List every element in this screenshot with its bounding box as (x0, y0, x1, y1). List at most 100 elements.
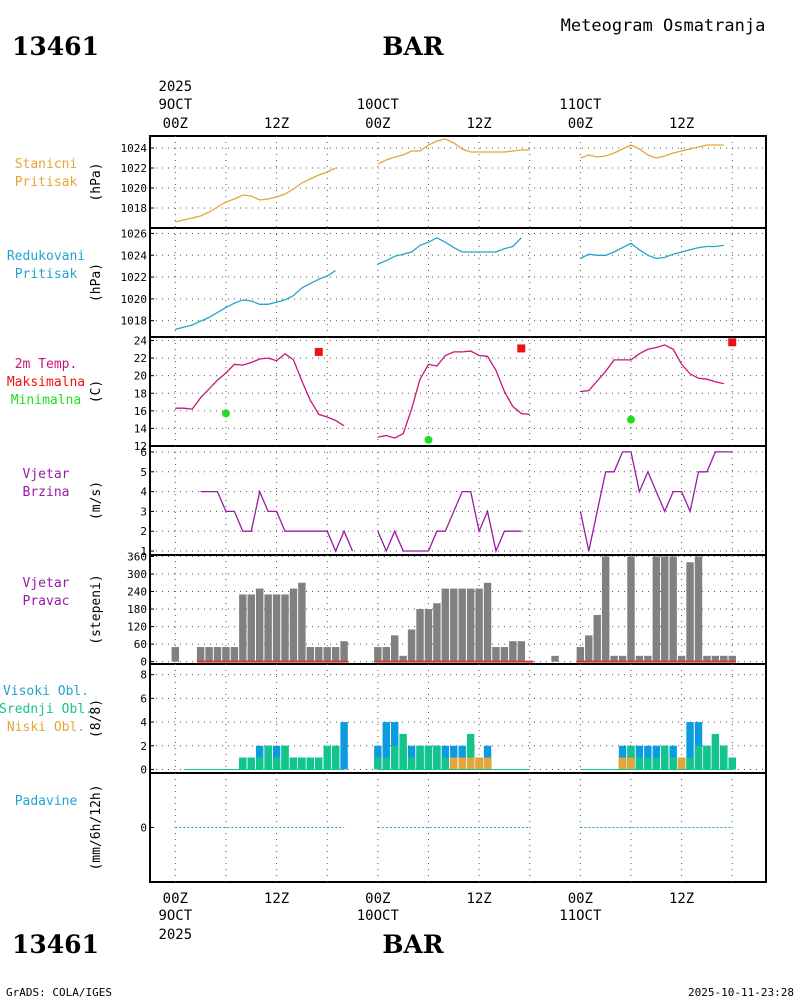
wind-direction-bar (703, 655, 711, 662)
wind-direction-bar (399, 655, 407, 662)
series-line-reduced_pressure (175, 269, 336, 331)
cloud-mid-bar (289, 757, 298, 770)
panel-label: Vjetar (23, 576, 70, 591)
cloud-low-bar (618, 757, 627, 770)
panel-station_pressure: 1018 1020 1022 1024 (hPa) Stanicni Pritisak (15, 135, 767, 229)
bottom-axis-date: 10OCT (357, 908, 400, 924)
wind-direction-bar (407, 629, 416, 662)
wind-direction-bar (239, 594, 247, 662)
wind-direction-bar (669, 556, 677, 662)
bottom-axis-date: 9OCT (158, 908, 192, 924)
panel-plot-area (175, 338, 737, 444)
bottom-axis-hour: 00Z (568, 891, 593, 907)
wind-direction-bar (694, 556, 703, 662)
wind-direction-bar (652, 556, 661, 662)
y-axis-label: (mm/6h/12h) (89, 784, 104, 870)
panel-label: Pritisak (15, 267, 78, 282)
footer-station-id: 13461 (12, 930, 99, 959)
panel-temperature: 12 14 16 18 20 22 24 (C) 2m Temp. Maksimalna Minim… (7, 335, 767, 453)
panel-plot-area (171, 556, 736, 663)
header-station-name: BAR (382, 32, 444, 61)
cloud-mid-bar (390, 745, 399, 770)
y-axis-label: (8/8) (89, 699, 104, 738)
panel-plot-area (183, 722, 736, 770)
series-line-wind_speed (579, 451, 733, 552)
y-tick-label: 1026 (121, 227, 148, 240)
wind-direction-bar (289, 588, 298, 662)
y-tick-label: 0 (140, 763, 147, 776)
bottom-axis-year: 2025 (158, 927, 192, 943)
cloud-mid-bar (694, 745, 703, 770)
cloud-mid-bar (255, 757, 264, 770)
wind-direction-bar (601, 556, 610, 662)
wind-direction-bar (728, 655, 736, 662)
panel-label: Visoki Obl. (3, 684, 89, 699)
top-axis-hour: 12Z (466, 116, 491, 132)
panel-wind_speed: 1 2 3 4 5 6 (m/s) Vjetar Brzina (23, 445, 767, 558)
wind-direction-bar (374, 647, 382, 662)
wind-direction-bar (661, 556, 669, 662)
cloud-mid-bar (720, 745, 728, 770)
cloud-mid-bar (416, 745, 424, 770)
bottom-axis-hour: 12Z (264, 891, 289, 907)
cloud-mid-bar (382, 757, 390, 770)
wind-direction-bar (222, 647, 230, 662)
y-tick-label: 1020 (121, 293, 148, 306)
cloud-mid-bar (374, 757, 382, 770)
wind-direction-bar (517, 641, 526, 662)
y-tick-label: 14 (134, 422, 148, 435)
cloud-mid-bar (323, 745, 331, 770)
series-line-reduced_pressure (377, 237, 522, 265)
wind-direction-bar (416, 609, 424, 662)
top-axis-hour: 00Z (568, 116, 593, 132)
y-tick-label: 1 (140, 545, 147, 558)
y-axis-label: (hPa) (89, 162, 104, 201)
wind-direction-bar (593, 614, 601, 662)
bottom-axis-hour: 00Z (163, 891, 188, 907)
wind-direction-bar (618, 655, 627, 662)
cloud-mid-bar (239, 757, 247, 770)
top-time-axis: 2025 9OCT 00Z 12Z 10OCT 00Z 12Z 11OCT 00Z 12Z (158, 79, 694, 132)
cloud-mid-bar (272, 757, 281, 770)
y-tick-label: 24 (134, 335, 148, 348)
panel-label: Stanicni (15, 157, 78, 172)
wind-direction-bar (492, 647, 500, 662)
cloud-mid-bar (247, 757, 255, 770)
y-tick-label: 6 (140, 692, 147, 705)
cloud-mid-bar (407, 757, 416, 770)
cloud-mid-bar (728, 757, 736, 770)
cloud-high-bar (382, 722, 390, 770)
cloud-mid-bar (441, 757, 450, 770)
y-tick-label: 20 (134, 370, 147, 383)
y-tick-label: 180 (127, 603, 147, 616)
y-axis-label: (C) (89, 380, 104, 403)
y-axis-label: (stepeni) (89, 574, 104, 644)
top-axis-date: 11OCT (559, 97, 602, 113)
wind-direction-bar (635, 655, 644, 662)
top-axis-hour: 00Z (163, 116, 188, 132)
wind-direction-bar (424, 609, 433, 662)
top-axis-year: 2025 (158, 79, 192, 95)
y-tick-label: 4 (140, 716, 147, 729)
y-tick-label: 5 (140, 466, 147, 479)
cloud-mid-bar (331, 745, 340, 770)
series-line-wind_speed (200, 489, 354, 553)
y-tick-label: 300 (127, 568, 147, 581)
wind-direction-bar (390, 635, 399, 662)
series-line-station_pressure (377, 138, 530, 165)
top-axis-date: 9OCT (158, 97, 192, 113)
series-line-reduced_pressure (580, 242, 724, 260)
wind-direction-bar (323, 647, 331, 662)
header-station-id: 13461 (12, 32, 99, 61)
bottom-axis-hour: 12Z (669, 891, 694, 907)
cloud-low-bar (466, 757, 475, 770)
wind-direction-bar (205, 647, 213, 662)
cloud-mid-bar (264, 745, 272, 770)
cloud-mid-bar (466, 733, 475, 770)
cloud-mid-bar (399, 733, 407, 770)
panel-frame (149, 227, 767, 338)
header-title: Meteogram Osmatranja (561, 16, 766, 36)
y-tick-label: 1018 (121, 315, 148, 328)
panel-frame (149, 135, 767, 229)
cloud-low-bar (475, 757, 483, 770)
